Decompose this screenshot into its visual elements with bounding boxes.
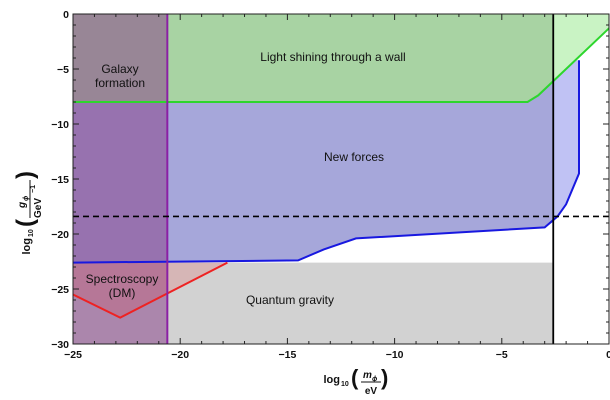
y-tick-label: −15 bbox=[51, 174, 69, 186]
light-shining-through-wall-label: Light shining through a wall bbox=[260, 50, 405, 64]
y-axis-label-numerator: g bbox=[17, 202, 28, 209]
light-shining-through-wall-region-right bbox=[553, 14, 609, 83]
y-tick-label: −20 bbox=[51, 229, 69, 241]
y-axis-label-paren-right: ) bbox=[12, 171, 39, 179]
x-axis-label-numerator-sub: ϕ bbox=[372, 376, 378, 383]
x-tick-label: −5 bbox=[496, 349, 508, 361]
x-axis-label-log: log bbox=[324, 374, 341, 386]
spectroscopy-label-line1: Spectroscopy bbox=[86, 272, 159, 286]
x-axis-label-numerator: m bbox=[363, 370, 372, 381]
y-axis-label-log-sub: 10 bbox=[28, 229, 35, 237]
spectroscopy-boundary-line bbox=[73, 261, 228, 319]
x-tick-label: −10 bbox=[386, 349, 404, 361]
galaxy-formation-label-line2: formation bbox=[95, 76, 145, 90]
new-forces-label: New forces bbox=[324, 150, 384, 164]
new-forces-region bbox=[73, 60, 554, 263]
x-axis-label-paren-left: ( bbox=[351, 365, 359, 390]
y-axis-label-denominator: GeV bbox=[33, 198, 44, 218]
y-axis-label-denominator-sup: −1 bbox=[30, 185, 37, 193]
new-forces-region-right bbox=[553, 60, 579, 222]
x-axis-label-paren-right: ) bbox=[381, 365, 388, 390]
y-axis-label-paren-left: ( bbox=[12, 219, 39, 227]
quantum-gravity-region bbox=[73, 262, 554, 344]
light-shining-through-wall-region bbox=[73, 14, 554, 102]
galaxy-formation-label-line1: Galaxy bbox=[101, 62, 138, 76]
light-shining-through-wall-boundary-line bbox=[73, 26, 609, 103]
spectroscopy-region bbox=[73, 262, 228, 318]
quantum-gravity-label: Quantum gravity bbox=[246, 293, 334, 307]
x-tick-label: −20 bbox=[171, 349, 189, 361]
y-tick-label: 0 bbox=[63, 9, 69, 21]
y-tick-label: −30 bbox=[51, 339, 69, 351]
x-tick-label: −25 bbox=[64, 349, 82, 361]
y-tick-label: −10 bbox=[51, 119, 69, 131]
new-forces-boundary-line bbox=[73, 60, 580, 264]
y-axis-label: log 10 ( g ϕ GeV −1 ) bbox=[12, 171, 44, 255]
x-tick-label: 0 bbox=[606, 349, 610, 361]
x-tick-label: −15 bbox=[278, 349, 296, 361]
galaxy-formation-region bbox=[73, 14, 168, 344]
y-tick-label: −5 bbox=[57, 64, 69, 76]
x-axis-label: log 10 ( m ϕ eV ) bbox=[324, 365, 389, 397]
y-tick-label: −25 bbox=[51, 284, 69, 296]
y-axis-label-numerator-sub: ϕ bbox=[23, 195, 30, 201]
x-axis-label-denominator: eV bbox=[365, 386, 378, 397]
x-axis-label-log-sub: 10 bbox=[341, 381, 349, 388]
spectroscopy-label-line2: (DM) bbox=[109, 286, 136, 300]
y-axis-label-log: log bbox=[21, 238, 33, 255]
